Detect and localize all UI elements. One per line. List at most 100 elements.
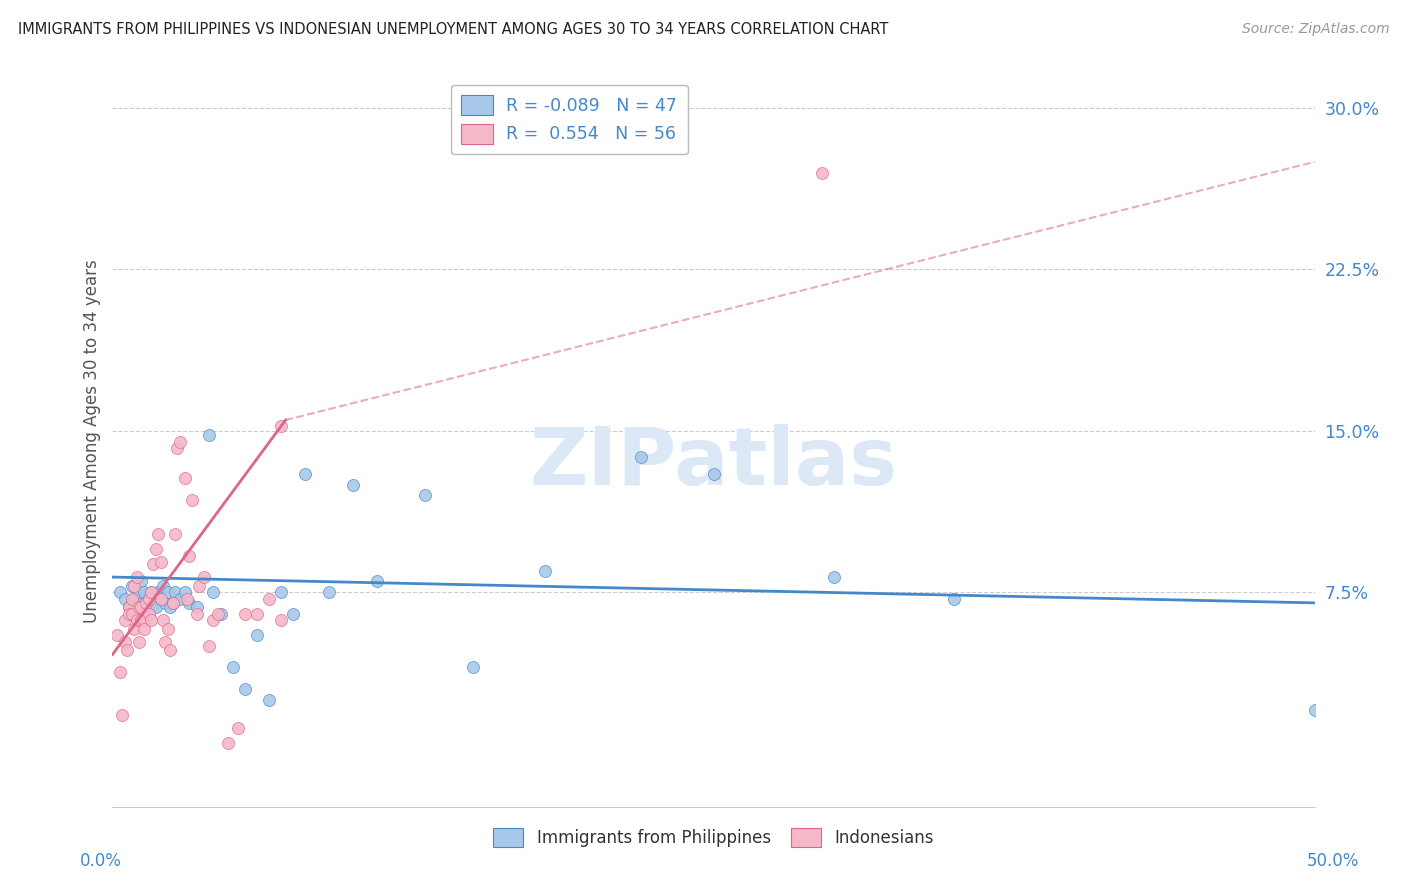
Legend: Immigrants from Philippines, Indonesians: Immigrants from Philippines, Indonesians — [486, 822, 941, 854]
Point — [111, 707, 134, 722]
Y-axis label: Unemployment Among Ages 30 to 34 years: Unemployment Among Ages 30 to 34 years — [83, 260, 101, 624]
Point — [152, 579, 174, 593]
Point — [128, 634, 150, 648]
Point — [703, 467, 725, 481]
Point — [155, 596, 177, 610]
Point — [257, 591, 280, 606]
Point — [121, 607, 143, 621]
Point — [121, 591, 143, 606]
Point — [173, 471, 195, 485]
Point — [108, 585, 131, 599]
Point — [152, 613, 174, 627]
Point — [413, 488, 436, 502]
Point — [246, 607, 269, 621]
Point — [132, 585, 155, 599]
Point — [1303, 703, 1326, 717]
Point — [125, 570, 148, 584]
Point — [149, 555, 172, 569]
Point — [342, 477, 364, 491]
Point — [138, 591, 160, 606]
Point — [162, 596, 184, 610]
Point — [149, 591, 172, 606]
Point — [114, 591, 136, 606]
Point — [156, 585, 179, 599]
Point — [132, 622, 155, 636]
Point — [145, 600, 167, 615]
Point — [534, 564, 557, 578]
Point — [142, 596, 165, 610]
Point — [202, 585, 225, 599]
Point — [169, 591, 191, 606]
Point — [630, 450, 652, 464]
Point — [138, 607, 160, 621]
Point — [121, 579, 143, 593]
Point — [180, 492, 202, 507]
Point — [217, 736, 239, 750]
Point — [233, 607, 256, 621]
Point — [823, 570, 845, 584]
Point — [202, 613, 225, 627]
Point — [193, 570, 215, 584]
Point — [270, 585, 292, 599]
Point — [125, 613, 148, 627]
Point — [131, 600, 153, 615]
Point — [318, 585, 340, 599]
Text: IMMIGRANTS FROM PHILIPPINES VS INDONESIAN UNEMPLOYMENT AMONG AGES 30 TO 34 YEARS: IMMIGRANTS FROM PHILIPPINES VS INDONESIA… — [18, 22, 889, 37]
Point — [179, 596, 201, 610]
Point — [810, 166, 832, 180]
Point — [132, 613, 155, 627]
Text: ZIPatlas: ZIPatlas — [530, 425, 897, 502]
Point — [128, 600, 150, 615]
Point — [209, 607, 232, 621]
Point — [159, 643, 181, 657]
Point — [115, 643, 138, 657]
Point — [233, 681, 256, 696]
Point — [162, 596, 184, 610]
Point — [139, 613, 162, 627]
Point — [125, 596, 148, 610]
Point — [942, 591, 965, 606]
Point — [105, 628, 128, 642]
Point — [179, 549, 201, 563]
Point — [131, 613, 153, 627]
Point — [222, 660, 245, 674]
Point — [188, 579, 211, 593]
Point — [166, 441, 188, 455]
Point — [169, 434, 191, 449]
Point — [122, 622, 145, 636]
Point — [197, 428, 219, 442]
Point — [226, 721, 249, 735]
Point — [122, 579, 145, 593]
Point — [207, 607, 229, 621]
Point — [118, 607, 141, 621]
Point — [257, 692, 280, 706]
Point — [176, 591, 198, 606]
Point — [145, 542, 167, 557]
Text: Source: ZipAtlas.com: Source: ZipAtlas.com — [1241, 22, 1389, 37]
Point — [108, 665, 131, 679]
Point — [281, 607, 304, 621]
Point — [197, 639, 219, 653]
Point — [366, 574, 388, 589]
Point — [138, 591, 160, 606]
Point — [128, 585, 150, 599]
Point — [135, 600, 157, 615]
Point — [294, 467, 316, 481]
Point — [186, 600, 208, 615]
Point — [163, 527, 186, 541]
Point — [173, 585, 195, 599]
Point — [155, 634, 177, 648]
Point — [270, 613, 292, 627]
Point — [139, 585, 162, 599]
Point — [139, 585, 162, 599]
Point — [135, 596, 157, 610]
Point — [118, 600, 141, 615]
Point — [186, 607, 208, 621]
Point — [122, 591, 145, 606]
Point — [270, 419, 292, 434]
Point — [246, 628, 269, 642]
Point — [146, 527, 169, 541]
Text: 0.0%: 0.0% — [80, 852, 122, 870]
Text: 50.0%: 50.0% — [1306, 852, 1360, 870]
Point — [461, 660, 484, 674]
